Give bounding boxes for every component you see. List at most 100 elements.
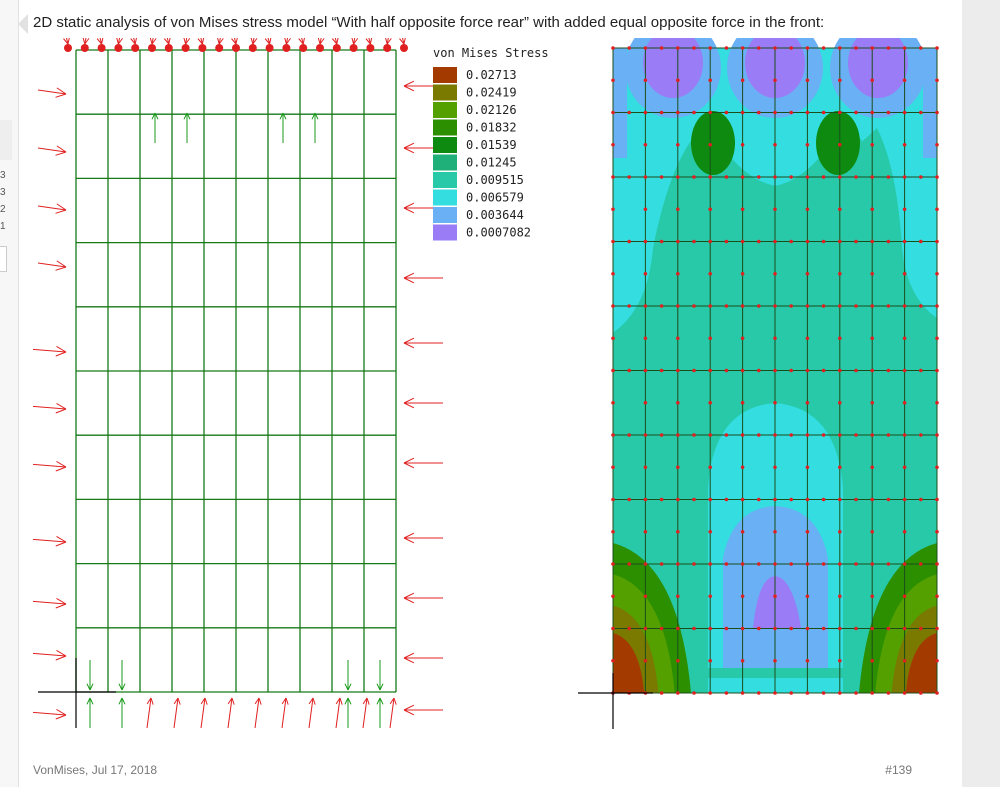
mesh-node	[902, 207, 907, 212]
mesh-node	[611, 46, 615, 50]
left-side-force-arrow	[37, 145, 67, 156]
mesh-node	[854, 626, 858, 631]
mesh-node	[821, 497, 826, 502]
top-load-arrow	[298, 38, 305, 45]
mesh-node	[935, 529, 939, 534]
sidebar-fragment	[0, 120, 12, 160]
top-load-arrow	[231, 38, 238, 45]
mesh-node	[611, 433, 615, 437]
mesh-node	[643, 239, 648, 244]
mesh-node	[611, 497, 615, 502]
mesh-node	[870, 304, 874, 308]
top-pin-node	[265, 44, 274, 52]
mesh-node	[838, 175, 842, 179]
mesh-node	[773, 658, 777, 663]
mesh-node	[870, 400, 874, 405]
mesh-node	[886, 110, 891, 115]
mesh-node	[935, 46, 939, 50]
bottom-load-arrow	[227, 697, 235, 729]
mesh-node	[935, 497, 939, 502]
top-pin-node	[131, 44, 140, 52]
legend-swatch	[433, 189, 457, 206]
legend-swatch	[433, 224, 457, 241]
mesh-node	[821, 304, 826, 308]
top-pin-node	[164, 44, 173, 52]
post-author-date[interactable]: VonMises, Jul 17, 2018	[33, 763, 158, 777]
mesh-node	[708, 691, 712, 695]
mesh-node	[611, 368, 615, 373]
mesh-node	[886, 368, 891, 373]
bottom-load-arrow	[308, 697, 316, 729]
mesh-node	[805, 207, 810, 212]
sidebar-control[interactable]	[0, 246, 7, 272]
mesh-node	[708, 497, 712, 502]
mesh-node	[757, 304, 761, 308]
mesh-node	[805, 691, 810, 695]
mesh-node	[838, 46, 842, 50]
mesh-node	[886, 46, 891, 50]
support-arrows	[86, 112, 384, 728]
sidebar-count: 3	[0, 170, 6, 181]
mesh-node	[838, 691, 842, 695]
top-pin-node	[215, 44, 224, 52]
interior-force-arrow	[151, 112, 159, 143]
mesh-node	[676, 271, 680, 276]
mesh-node	[886, 691, 891, 695]
contour-band	[753, 576, 801, 628]
mesh-node	[740, 658, 745, 663]
bottom-support-arrow	[376, 697, 384, 728]
mesh-node	[838, 433, 842, 437]
mesh-node	[838, 465, 842, 470]
mesh-node	[870, 626, 874, 631]
contour-band	[848, 38, 908, 98]
mesh-node	[611, 239, 615, 244]
mesh-node	[740, 594, 745, 599]
mesh-node	[708, 465, 712, 470]
mesh-node	[692, 175, 696, 179]
mesh-node	[773, 46, 777, 50]
mesh-node	[740, 626, 745, 631]
mesh-node	[870, 271, 874, 276]
top-pin-node	[64, 44, 72, 52]
mesh-node	[708, 368, 712, 373]
mesh-node	[805, 271, 810, 276]
mesh-node	[935, 142, 939, 147]
mesh-node	[692, 304, 696, 308]
mesh-node	[773, 110, 777, 115]
legend-value: 0.02126	[466, 103, 517, 117]
mesh-node	[870, 175, 874, 179]
mesh-node	[627, 304, 631, 308]
mesh-node	[902, 175, 907, 179]
mesh-node	[676, 78, 680, 83]
mesh-node	[838, 368, 842, 373]
mesh-node	[935, 594, 939, 599]
mesh-node	[935, 271, 939, 276]
mesh-node	[935, 304, 939, 308]
mesh-node	[919, 46, 923, 50]
mesh-node	[789, 239, 793, 244]
mesh-node	[854, 46, 858, 50]
attached-image[interactable]: von Mises Stress 0.02713 0.02419 0.02126 0.…	[33, 38, 946, 744]
sidebar-count: 3	[0, 187, 6, 198]
post-permalink-number[interactable]: #139	[885, 763, 912, 777]
contour-band	[816, 111, 860, 175]
right-side-force-arrow	[403, 704, 443, 716]
mesh-node	[676, 433, 680, 437]
right-side-force-arrow	[403, 652, 443, 664]
mesh-node	[708, 239, 712, 244]
mesh-node	[676, 626, 680, 631]
mesh-node	[708, 78, 712, 83]
mesh-node	[659, 175, 664, 179]
mesh-node	[676, 142, 680, 147]
bottom-load-arrow	[362, 697, 370, 729]
mesh-node	[627, 626, 631, 631]
top-pin-node	[282, 44, 291, 52]
mesh-node	[757, 110, 761, 115]
top-load-arrow	[399, 38, 406, 45]
bottom-support-arrow	[344, 660, 352, 691]
mesh-node	[643, 110, 648, 115]
contour-band	[923, 48, 937, 158]
post-body-text: 2D static analysis of von Mises stress m…	[33, 14, 825, 31]
mesh-node	[838, 78, 842, 83]
mesh-node	[838, 110, 842, 115]
